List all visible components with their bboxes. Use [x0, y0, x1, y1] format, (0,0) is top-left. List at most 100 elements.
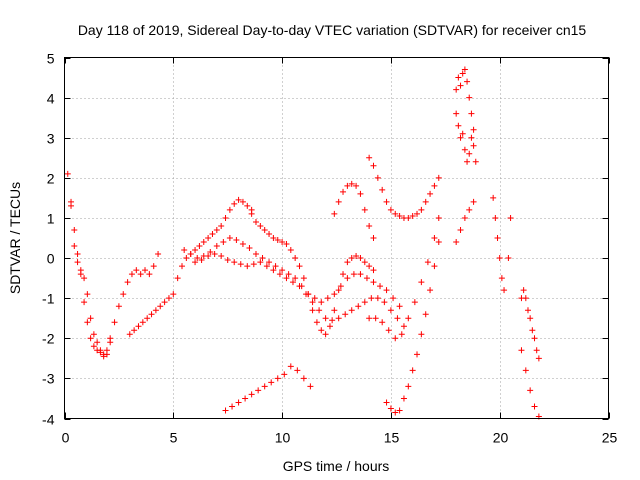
data-point: [157, 303, 164, 310]
y-tick-label: 1: [47, 211, 55, 227]
series-track-q: [518, 347, 542, 420]
data-point: [527, 315, 534, 322]
data-point: [461, 66, 468, 73]
data-point: [246, 245, 253, 252]
y-tick-label: 2: [47, 171, 55, 187]
data-point: [322, 331, 329, 338]
data-point: [239, 198, 246, 205]
data-point: [74, 259, 81, 266]
data-point: [427, 190, 434, 197]
data-point: [296, 263, 303, 270]
data-point: [348, 180, 355, 187]
data-point: [366, 154, 373, 161]
data-point: [309, 299, 316, 306]
data-point: [192, 247, 199, 254]
data-point: [342, 311, 349, 318]
data-point: [263, 263, 270, 270]
data-point: [115, 303, 122, 310]
data-point: [124, 279, 131, 286]
data-point: [222, 407, 229, 414]
data-point: [394, 315, 401, 322]
data-point: [370, 267, 377, 274]
data-point: [344, 259, 351, 266]
data-point: [435, 174, 442, 181]
data-point: [531, 335, 538, 342]
data-point: [285, 271, 292, 278]
data-point: [294, 367, 301, 374]
data-points: [64, 66, 542, 420]
data-point: [250, 261, 257, 268]
y-axis-title: SDTVAR / TECUs: [7, 182, 23, 294]
data-point: [435, 214, 442, 221]
data-point: [357, 255, 364, 262]
data-point: [155, 251, 162, 258]
data-point: [161, 299, 168, 306]
data-point: [357, 190, 364, 197]
data-point: [231, 200, 238, 207]
data-point: [340, 271, 347, 278]
data-point: [348, 255, 355, 262]
data-point: [518, 347, 525, 354]
x-tick-label: 10: [275, 430, 291, 446]
data-point: [368, 295, 375, 302]
data-point: [418, 331, 425, 338]
data-point: [255, 387, 262, 394]
data-point: [107, 339, 114, 346]
data-point: [379, 186, 386, 193]
data-point: [287, 247, 294, 254]
y-tick-label: 4: [47, 91, 55, 107]
data-point: [470, 198, 477, 205]
data-point: [142, 267, 149, 274]
data-point: [457, 226, 464, 233]
data-point: [461, 214, 468, 221]
data-point: [165, 295, 172, 302]
data-point: [435, 239, 442, 246]
data-point: [144, 315, 151, 322]
series-track-f: [192, 251, 407, 330]
data-point: [340, 188, 347, 195]
data-point: [111, 319, 118, 326]
data-point: [120, 291, 127, 298]
data-point: [422, 198, 429, 205]
data-point: [272, 263, 279, 270]
data-point: [128, 271, 135, 278]
series-track-i: [366, 154, 442, 221]
data-point: [344, 275, 351, 282]
data-point: [529, 327, 536, 334]
data-point: [152, 307, 159, 314]
data-point: [422, 311, 429, 318]
data-point: [396, 407, 403, 414]
y-tick-label: -3: [42, 371, 55, 387]
series-track-d: [248, 210, 377, 338]
series-track-p: [518, 287, 542, 362]
data-point: [318, 327, 325, 334]
data-point: [409, 367, 416, 374]
data-point: [252, 251, 259, 258]
data-point: [348, 307, 355, 314]
data-point: [318, 299, 325, 306]
data-point: [270, 267, 277, 274]
data-point: [366, 315, 373, 322]
x-tick-label: 25: [602, 430, 618, 446]
data-point: [283, 241, 290, 248]
data-point: [248, 391, 255, 398]
data-point: [87, 335, 94, 342]
data-point: [326, 323, 333, 330]
data-point: [531, 403, 538, 410]
data-point: [453, 86, 460, 93]
data-point: [470, 142, 477, 149]
data-point: [470, 126, 477, 133]
data-point: [289, 279, 296, 286]
chart-title: Day 118 of 2019, Sidereal Day-to-day VTE…: [78, 22, 587, 38]
data-point: [522, 295, 529, 302]
data-point: [400, 323, 407, 330]
data-point: [209, 230, 216, 237]
data-point: [213, 243, 220, 250]
data-point: [533, 347, 540, 354]
data-point: [335, 198, 342, 205]
data-point: [418, 279, 425, 286]
data-point: [350, 271, 357, 278]
data-point: [218, 222, 225, 229]
x-tick-label: 0: [62, 430, 70, 446]
